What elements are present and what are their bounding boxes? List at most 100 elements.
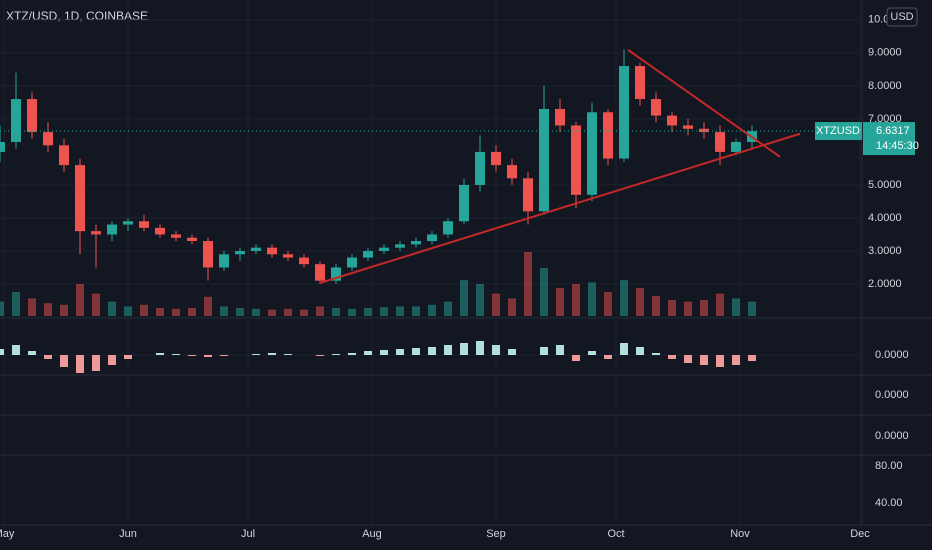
- countdown: 14:45:30: [876, 140, 919, 152]
- x-tick-label: Aug: [362, 528, 382, 540]
- candle-body: [139, 221, 149, 228]
- volume-bar: [348, 308, 356, 316]
- candle-body: [603, 112, 613, 159]
- volume-bar: [236, 308, 244, 316]
- volume-bar: [188, 308, 196, 316]
- volume-bar: [268, 309, 276, 316]
- volume-bar: [428, 304, 436, 316]
- macd-bar: [268, 353, 276, 355]
- macd-bar: [684, 355, 692, 363]
- macd-bar: [364, 351, 372, 355]
- y-tick-label: 9.0000: [868, 47, 902, 59]
- x-tick-label: Sep: [486, 528, 506, 540]
- macd-bar: [604, 355, 612, 359]
- macd-bar: [508, 349, 516, 355]
- x-tick-label: Jun: [119, 528, 137, 540]
- currency-badge[interactable]: [886, 7, 918, 27]
- volume-bar: [556, 288, 564, 316]
- y-tick-label: 0.0000: [875, 349, 909, 361]
- x-tick-label: Oct: [607, 528, 624, 540]
- macd-bar: [28, 351, 36, 355]
- candle-body: [91, 231, 101, 235]
- volume-bar: [380, 307, 388, 316]
- macd-bar: [60, 355, 68, 367]
- volume-bar: [204, 296, 212, 316]
- candle-body: [171, 234, 181, 238]
- macd-bar: [396, 349, 404, 355]
- macd-bar: [156, 353, 164, 355]
- volume-bar: [716, 293, 724, 316]
- macd-bar: [316, 355, 324, 356]
- candle-body: [27, 99, 37, 133]
- volume-bar: [284, 308, 292, 316]
- currency: USD: [890, 11, 913, 23]
- volume-bar: [508, 298, 516, 316]
- x-tick-label: Dec: [850, 528, 870, 540]
- trendline: [627, 49, 781, 158]
- candle-body: [251, 247, 261, 251]
- macd-bar: [108, 355, 116, 365]
- volume-bar: [76, 284, 84, 316]
- volume-bar: [476, 284, 484, 316]
- volume-bar: [460, 280, 468, 316]
- volume-bar: [172, 308, 180, 316]
- y-tick-label: 8.0000: [868, 80, 902, 92]
- x-tick-label: May: [0, 528, 15, 540]
- volume-bar: [300, 309, 308, 316]
- candle-body: [443, 221, 453, 235]
- candle-body: [363, 250, 373, 258]
- candle-body: [523, 178, 533, 212]
- volume-bar: [604, 292, 612, 316]
- candle-body: [75, 165, 85, 232]
- pane-label: 40.00: [875, 497, 903, 509]
- y-tick-label: 5.0000: [868, 179, 902, 191]
- candle-body: [587, 112, 597, 195]
- macd-bar: [636, 347, 644, 355]
- y-tick-label: 4.0000: [868, 212, 902, 224]
- macd-bar: [668, 355, 676, 359]
- candle-body: [347, 257, 357, 268]
- macd-bar: [700, 355, 708, 365]
- macd-bar: [428, 347, 436, 355]
- last-price: 6.6317: [876, 125, 910, 137]
- candle-body: [187, 237, 197, 242]
- candle-body: [203, 241, 213, 268]
- macd-bar: [76, 355, 84, 373]
- volume-bar: [316, 306, 324, 316]
- candle-body: [219, 254, 229, 268]
- volume-bar: [588, 282, 596, 316]
- candle-body: [331, 267, 341, 281]
- volume-bar: [540, 268, 548, 316]
- candle-body: [411, 241, 421, 245]
- macd-bar: [412, 348, 420, 355]
- candle-body: [491, 151, 501, 166]
- macd-bar: [380, 350, 388, 355]
- candle-body: [699, 128, 709, 133]
- volume-bar: [652, 296, 660, 316]
- volume-bar: [44, 303, 52, 316]
- volume-bar: [220, 306, 228, 316]
- x-tick-label: Nov: [730, 528, 750, 540]
- macd-bar: [44, 355, 52, 359]
- macd-bar: [476, 341, 484, 355]
- candle-body: [123, 221, 133, 225]
- candle-body: [475, 151, 485, 185]
- volume-bar: [252, 308, 260, 316]
- pane-label: 0.0000: [875, 430, 909, 442]
- candle-body: [267, 247, 277, 255]
- macd-bar: [716, 355, 724, 367]
- macd-bar: [588, 351, 596, 355]
- y-tick-label: 3.0000: [868, 245, 902, 257]
- macd-bar: [572, 355, 580, 361]
- macd-bar: [172, 354, 180, 355]
- candle-body: [11, 99, 21, 142]
- candle-body: [395, 244, 405, 248]
- candle-body: [299, 257, 309, 265]
- macd-bar: [444, 345, 452, 355]
- candle-body: [731, 141, 741, 152]
- candle-body: [683, 125, 693, 129]
- chart-title: XTZ/USD, 1D, COINBASE: [6, 9, 148, 23]
- price-tag: [863, 122, 915, 156]
- macd-bar: [12, 345, 20, 355]
